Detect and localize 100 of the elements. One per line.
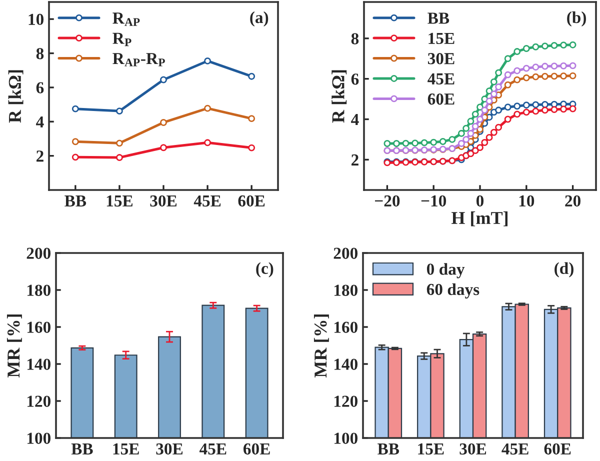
x-tick-label: 15E [418, 443, 444, 455]
point [116, 154, 123, 161]
point [204, 104, 212, 112]
legend-label: R$_{AP}$ [112, 12, 140, 26]
point [248, 115, 256, 122]
y-axis-title: R [kΩ] [8, 70, 24, 123]
point [495, 106, 502, 114]
point [467, 130, 474, 137]
point [560, 106, 567, 113]
point [439, 138, 446, 145]
y-axis-title: MR [%] [314, 314, 329, 378]
point [160, 144, 167, 152]
point [541, 106, 548, 114]
point [569, 72, 576, 80]
point [541, 101, 548, 108]
x-tick-label: −10 [421, 195, 446, 207]
point [458, 130, 465, 137]
point [72, 154, 79, 161]
point [486, 98, 493, 105]
point [522, 64, 530, 72]
point [160, 119, 167, 126]
point [569, 62, 576, 70]
point [514, 76, 521, 84]
y-tick-label: 160 [334, 322, 358, 333]
x-tick-label: 10 [519, 195, 534, 207]
point [462, 136, 470, 143]
point [462, 124, 470, 132]
x-tick-label: 15E [106, 195, 132, 207]
legend-label: R$_{AP}$-R$_{P}$ [112, 53, 165, 66]
point [476, 116, 484, 123]
y-tick-label: 8 [36, 48, 44, 60]
point [72, 138, 79, 146]
y-tick-label: 200 [334, 248, 358, 259]
point [522, 45, 530, 52]
point [532, 108, 540, 115]
legend-label: R$_{P}$ [112, 32, 132, 46]
x-tick-label: 60E [544, 443, 571, 455]
point [522, 108, 530, 116]
annotation: (b) [567, 11, 586, 27]
y-tick-label: 180 [27, 284, 51, 296]
point [532, 73, 540, 80]
y-tick-label: 2 [36, 150, 44, 162]
point [532, 43, 540, 50]
x-tick-label: −20 [375, 195, 400, 207]
point [560, 62, 567, 70]
legend-label: 60 days [426, 283, 480, 299]
legend-label: 15E [428, 32, 454, 44]
y-tick-label: 6 [36, 82, 44, 94]
point [420, 139, 428, 146]
y-axis-title: MR [%] [6, 314, 22, 378]
x-axis-title: H [mT] [451, 211, 508, 226]
point [504, 116, 512, 123]
point [550, 106, 558, 114]
point [116, 140, 123, 147]
y-tick-label: 4 [351, 114, 359, 126]
legend-label: 0 day [426, 263, 465, 278]
point [476, 144, 484, 152]
point [472, 147, 479, 154]
x-tick-label: 30E [460, 443, 486, 455]
point [504, 104, 512, 111]
point [532, 64, 540, 71]
y-tick-label: 100 [27, 432, 51, 444]
point [550, 42, 558, 49]
point [204, 139, 212, 146]
y-tick-label: 120 [27, 396, 51, 407]
legend-label: 30E [428, 53, 454, 64]
point [72, 105, 79, 112]
x-tick-label: 45E [194, 195, 221, 207]
point [467, 118, 474, 125]
point [448, 136, 456, 143]
point [495, 83, 502, 90]
x-tick-label: 45E [199, 443, 226, 455]
point [541, 62, 548, 70]
point [522, 102, 530, 109]
point [514, 110, 521, 118]
y-tick-label: 180 [334, 284, 358, 296]
point [550, 72, 558, 80]
y-tick-label: 10 [28, 14, 44, 26]
point [393, 140, 400, 147]
y-axis-title: R [kΩ] [332, 70, 347, 123]
point [495, 69, 502, 76]
x-tick-label: 60E [243, 443, 270, 455]
y-tick-label: 100 [334, 432, 358, 444]
y-tick-label: 8 [351, 33, 359, 44]
point [560, 72, 567, 80]
x-tick-label: 60E [238, 195, 265, 207]
x-tick-label: BB [378, 444, 400, 454]
point [490, 78, 498, 86]
point [384, 140, 391, 147]
x-tick-label: 45E [502, 443, 528, 455]
point [541, 72, 548, 80]
legend-label: BB [428, 12, 450, 24]
point [481, 139, 488, 146]
point [458, 140, 465, 147]
point [504, 81, 512, 88]
x-tick-label: 20 [565, 195, 580, 207]
point [532, 101, 540, 108]
y-tick-label: 4 [36, 116, 44, 128]
point [481, 106, 488, 114]
point [430, 138, 438, 146]
